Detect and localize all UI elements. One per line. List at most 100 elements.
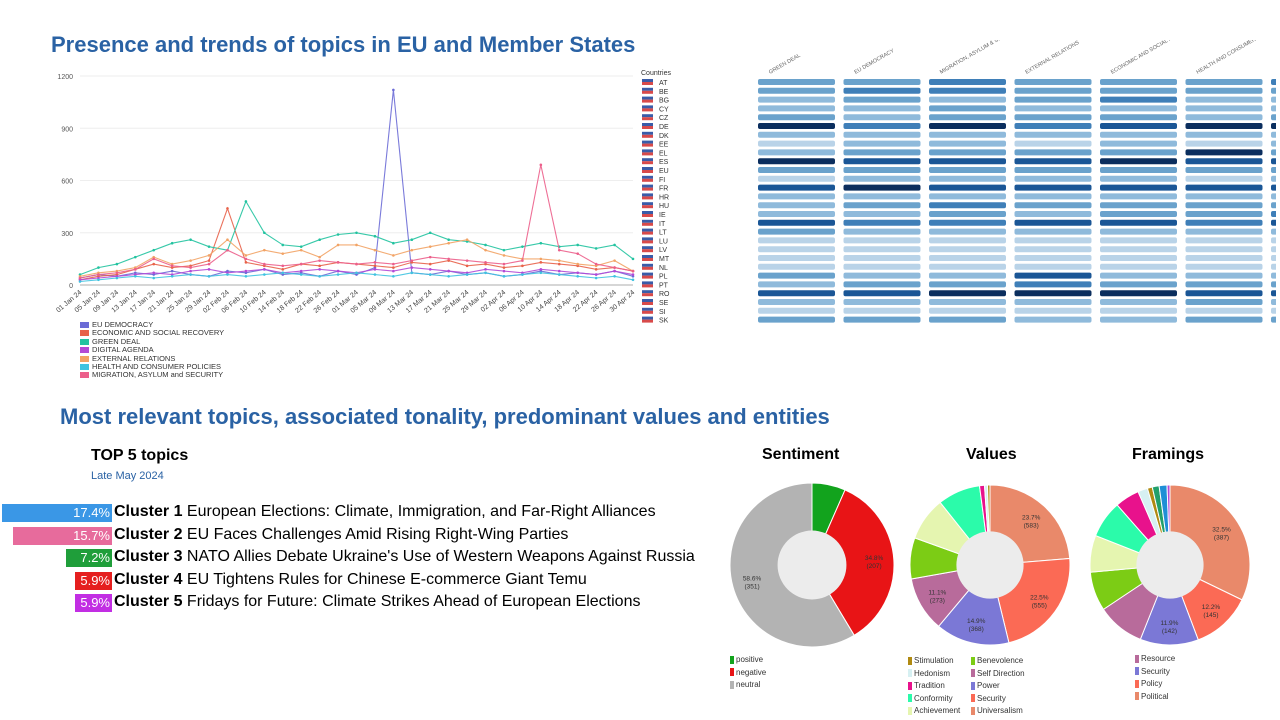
data-point: [576, 252, 579, 255]
data-point: [97, 266, 100, 269]
heatmap-cell: [929, 219, 1006, 226]
heatmap-cell: [1100, 246, 1177, 253]
flag-icon: [642, 143, 653, 147]
flag-icon: [642, 87, 653, 91]
data-point: [263, 262, 266, 266]
data-point: [521, 245, 524, 248]
country-label: FI: [659, 177, 665, 184]
heatmap-cell: [1100, 105, 1177, 112]
heatmap-cell: [1271, 246, 1276, 253]
heatmap-cell: [929, 316, 1006, 323]
pie-legend-item: Security: [971, 693, 1006, 706]
heatmap-cell: [758, 272, 835, 279]
heatmap-cell: [1014, 175, 1092, 182]
flag-icon: [642, 284, 653, 288]
heatmap-cell: [1271, 87, 1276, 94]
data-point: [502, 266, 506, 269]
heatmap-cell: [843, 211, 921, 217]
country-label: HU: [659, 203, 669, 210]
flag-icon: [642, 293, 653, 297]
heatmap-cell: [1014, 123, 1092, 129]
donut-hole: [1136, 531, 1204, 599]
data-point: [502, 248, 506, 252]
pie-legend-item: Power: [971, 680, 1000, 693]
data-point: [207, 262, 211, 266]
heatmap-cell: [758, 316, 835, 323]
data-point: [373, 268, 377, 271]
heatmap-cell: [1014, 202, 1092, 209]
cluster-text: Fridays for Future: Climate Strikes Ahea…: [182, 593, 641, 610]
heatmap-cell: [1014, 263, 1092, 270]
data-point: [78, 276, 82, 280]
heatmap-cell: [929, 167, 1006, 173]
heatmap-cell: [1014, 184, 1092, 191]
flag-icon: [642, 319, 653, 323]
heatmap-cell: [1014, 96, 1092, 103]
data-point: [428, 273, 432, 276]
legend-label: negative: [736, 667, 767, 677]
data-point: [447, 238, 450, 242]
flag-icon: [642, 249, 653, 253]
heatmap-cell: [1014, 193, 1092, 200]
data-point: [594, 268, 598, 271]
legend-label: positive: [736, 655, 764, 664]
cluster-bar: [12, 526, 112, 545]
legend-swatch: [80, 330, 89, 337]
data-point: [263, 268, 266, 271]
flag-icon: [642, 281, 653, 285]
country-label: PL: [659, 274, 668, 281]
flag-icon: [642, 134, 653, 138]
pie-legend-item: Stimulation: [908, 655, 954, 668]
heatmap-cell: [1100, 96, 1177, 103]
series-line: [79, 89, 634, 279]
data-point: [484, 261, 487, 264]
cluster-text: EU Tightens Rules for Chinese E-commerce…: [182, 570, 587, 588]
heatmap-cell: [843, 158, 921, 165]
data-point: [576, 262, 579, 266]
heatmap-cell: [929, 87, 1006, 94]
y-tick-label: 1200: [57, 74, 73, 81]
data-point: [318, 255, 321, 259]
heatmap-cell: [929, 307, 1006, 314]
data-point: [465, 238, 469, 242]
slice-count: (145): [1203, 612, 1218, 619]
cluster-bar: [74, 594, 112, 612]
legend-item: ECONOMIC AND SOCIAL RECOVERY: [80, 328, 224, 337]
flag-icon: [642, 290, 653, 294]
data-point: [465, 273, 469, 276]
cluster-row: 7.2% Cluster 3 NATO Allies Debate Ukraine…: [0, 548, 720, 567]
slice-percentage: 22.5%: [1030, 595, 1049, 602]
data-point: [226, 207, 229, 210]
legend-label: Universalism: [977, 706, 1023, 715]
legend-label: Resource: [1141, 654, 1176, 663]
heatmap-cell: [843, 175, 921, 182]
heatmap-cell: [843, 290, 921, 297]
heatmap-cell: [843, 149, 921, 156]
country-label: SI: [659, 309, 666, 316]
heatmap-cell: [1100, 272, 1177, 279]
slice-percentage: 12.2%: [1202, 604, 1221, 611]
flag-icon: [642, 82, 653, 85]
heatmap-cell: [843, 219, 921, 226]
data-point: [355, 271, 358, 275]
country-label: DK: [659, 133, 669, 140]
page-title: Presence and trends of topics in EU and …: [51, 32, 636, 57]
legend-swatch: [730, 655, 734, 664]
legend-swatch: [908, 706, 912, 715]
heatmap-cell: [758, 193, 835, 200]
data-point: [613, 243, 616, 247]
heatmap-cell: [1185, 237, 1263, 244]
heatmap-cell: [1014, 149, 1092, 156]
heatmap-cell: [929, 114, 1006, 121]
slice-count: (273): [930, 597, 945, 604]
heatmap-cell: [929, 79, 1006, 85]
flag-icon: [642, 170, 653, 173]
heatmap-column-label: EU DEMOCRACY: [854, 48, 896, 76]
heatmap-cell: [929, 123, 1006, 129]
donut-chart: 23.7%(583) 22.5%(555) 14.9%(368) 11.1%(273): [909, 484, 1071, 646]
heatmap-cell: [1014, 246, 1092, 253]
heatmap-cell: [929, 263, 1006, 270]
data-point: [447, 274, 450, 278]
heatmap-cell: [1185, 255, 1263, 261]
heatmap-cell: [843, 114, 921, 121]
